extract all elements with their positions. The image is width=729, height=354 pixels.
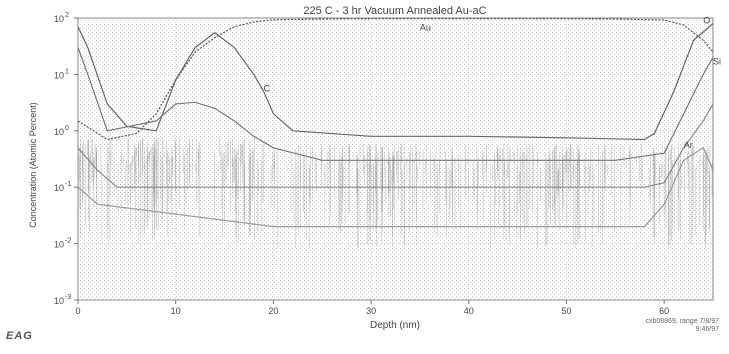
chart-title: 225 C - 3 hr Vacuum Annealed Au-aC — [303, 5, 486, 17]
y-tick-exponent: 2 — [65, 12, 69, 19]
y-axis-label: Concentration (Atomic Percent) — [28, 102, 38, 228]
y-tick-label: 10 — [54, 240, 64, 250]
footnote-line-2: 9:46/97 — [645, 326, 719, 334]
logo-text: EAG — [6, 330, 33, 342]
x-axis-label: Depth (nm) — [370, 320, 420, 331]
x-tick-label: 50 — [561, 306, 571, 316]
file-footnote: cxb08869, range 7/8/97 9:46/97 — [645, 318, 719, 334]
x-tick-label: 0 — [75, 306, 80, 316]
series-label-c: C — [264, 83, 271, 93]
y-tick-exponent: 1 — [65, 68, 69, 75]
series-label-o: O — [703, 15, 710, 25]
plot-area — [78, 18, 713, 300]
y-tick-label: 10 — [54, 183, 64, 193]
footnote-line-1: cxb08869, range 7/8/97 — [645, 318, 719, 326]
y-tick-label: 10 — [54, 296, 64, 306]
y-tick-label: 10 — [54, 70, 64, 80]
y-tick-exponent: -1 — [65, 181, 71, 188]
x-tick-label: 60 — [659, 306, 669, 316]
x-tick-label: 20 — [268, 306, 278, 316]
y-tick-label: 10 — [54, 14, 64, 24]
eag-logo: EAG — [6, 330, 33, 342]
x-tick-label: 10 — [171, 306, 181, 316]
x-tick-label: 40 — [464, 306, 474, 316]
series-label-si: Si — [713, 56, 721, 66]
series-label-ar: Ar — [684, 140, 693, 150]
y-tick-exponent: -3 — [65, 294, 71, 301]
series-label-au: Au — [420, 23, 431, 33]
x-tick-label: 30 — [366, 306, 376, 316]
y-tick-exponent: -2 — [65, 238, 71, 245]
y-tick-exponent: 0 — [65, 125, 69, 132]
y-tick-label: 10 — [54, 127, 64, 137]
